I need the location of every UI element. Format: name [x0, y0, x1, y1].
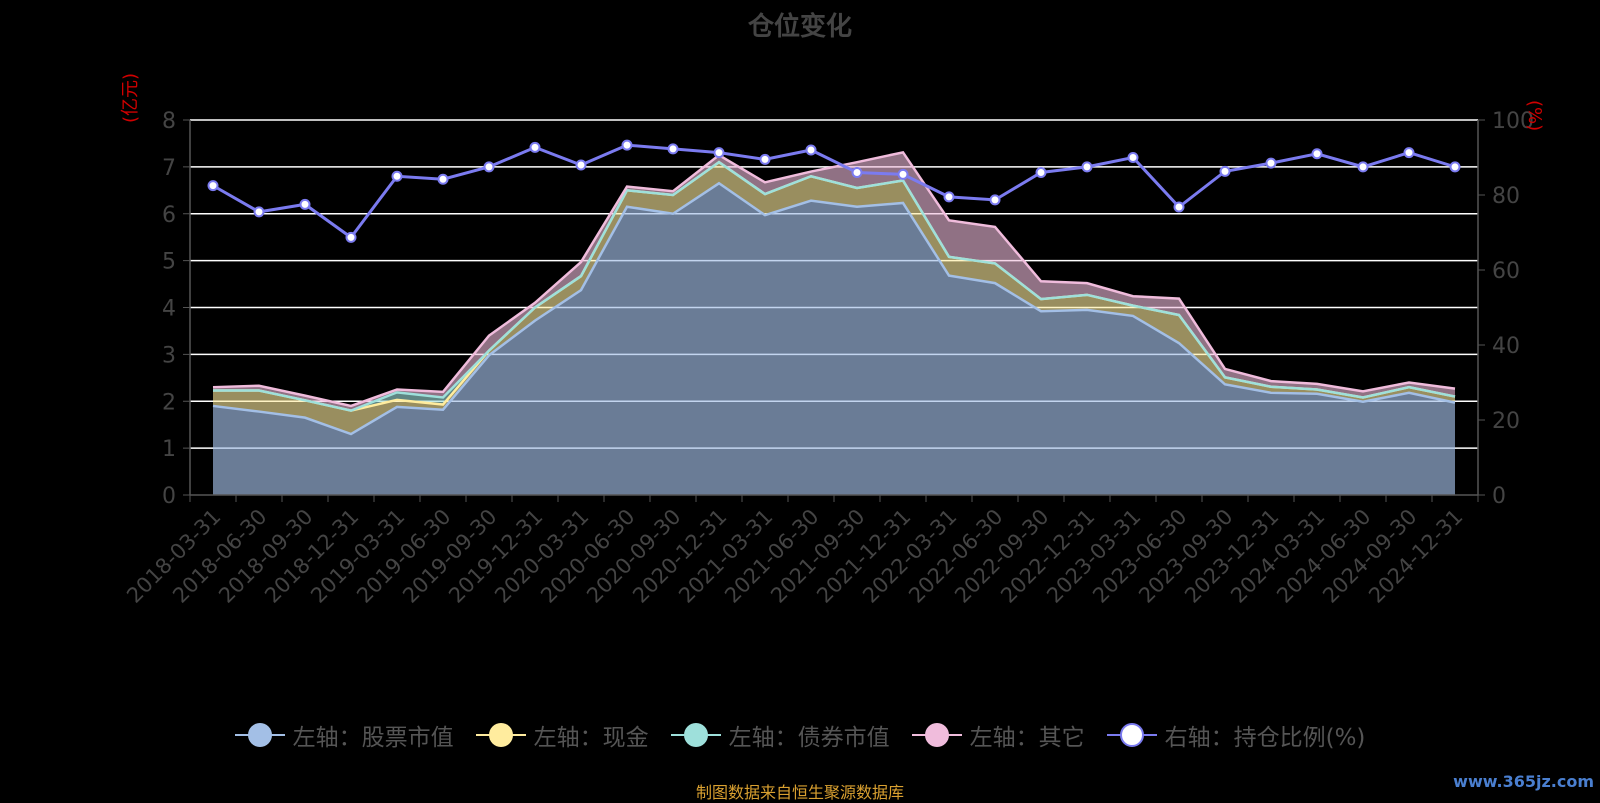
ratio-point [1035, 167, 1047, 178]
y-left-tick-label: 2 [162, 390, 176, 415]
y-right-tick-label: 60 [1492, 259, 1520, 284]
ratio-point [1081, 161, 1093, 173]
y-right-tick-label: 80 [1492, 184, 1520, 209]
ratio-point [299, 198, 311, 210]
ratio-point [667, 143, 679, 155]
legend-label: 左轴：现金 [533, 725, 649, 751]
legend-label: 左轴：债券市值 [728, 725, 890, 751]
data-source-note: 制图数据来自恒生聚源数据库 [695, 783, 904, 802]
y-left-tick-label: 8 [162, 109, 176, 134]
ratio-point [1357, 161, 1369, 173]
ratio-point [529, 141, 541, 153]
ratio-point [759, 153, 771, 165]
y-right-tick-label: 40 [1492, 334, 1520, 359]
legend: 左轴：股票市值 左轴：现金 左轴：债券市值 左轴：其它 右轴：持仓比例(%) [0, 718, 1600, 752]
right-axis-unit: (%) [1524, 100, 1545, 132]
ratio-point [897, 168, 909, 180]
y-left-tick-label: 5 [162, 250, 176, 275]
ratio-point [345, 231, 357, 243]
circle-icon [911, 723, 962, 747]
y-left-tick-label: 3 [162, 343, 176, 368]
circle-icon [670, 723, 721, 747]
y-left-tick-label: 4 [162, 297, 176, 322]
ratio-point [621, 139, 633, 151]
ratio-point [1311, 148, 1323, 160]
legend-label: 右轴：持仓比例(%) [1164, 725, 1366, 751]
legend-item-bond[interactable]: 左轴：债券市值 [670, 718, 890, 752]
watermark: www.365jz.com [1453, 772, 1594, 791]
ratio-point [1173, 201, 1185, 213]
y-right-tick-label: 0 [1492, 484, 1506, 509]
ratio-point [575, 159, 587, 171]
series-line-3 [212, 150, 1456, 408]
ratio-point [1403, 147, 1415, 159]
legend-item-ratio[interactable]: 右轴：持仓比例(%) [1106, 718, 1366, 752]
y-left-tick-label: 6 [162, 203, 176, 228]
ratio-point [253, 206, 265, 218]
y-left-tick-label: 7 [162, 156, 176, 181]
legend-item-cash[interactable]: 左轴：现金 [475, 718, 649, 752]
circle-icon [475, 723, 526, 747]
ratio-point [851, 167, 863, 178]
ratio-point [391, 170, 403, 182]
legend-label: 左轴：其它 [969, 725, 1085, 751]
ratio-point [437, 173, 449, 185]
series-line-2 [213, 160, 1456, 412]
ratio-point [1449, 161, 1461, 173]
area-stock [213, 183, 1455, 495]
circle-icon [234, 723, 285, 747]
ratio-point [1265, 157, 1277, 169]
legend-label: 左轴：股票市值 [292, 725, 454, 751]
ratio-point [989, 194, 1001, 206]
y-right-tick-label: 20 [1492, 409, 1520, 434]
ratio-point [805, 144, 817, 156]
y-right-tick-label: 100 [1492, 109, 1534, 134]
ratio-line [212, 143, 1456, 240]
ratio-point [1219, 165, 1231, 177]
legend-item-stock[interactable]: 左轴：股票市值 [234, 718, 454, 752]
chart-title: 仓位变化 [747, 12, 852, 42]
ratio-point [207, 180, 219, 192]
ratio-point [713, 147, 725, 159]
left-axis-unit: (亿元) [120, 72, 141, 123]
ratio-point [943, 191, 955, 203]
legend-item-other[interactable]: 左轴：其它 [911, 718, 1085, 752]
ratio-point [483, 161, 495, 173]
series-line-0 [212, 181, 1456, 436]
y-left-tick-label: 1 [162, 437, 176, 462]
y-left-tick-label: 0 [162, 484, 176, 509]
hollow-circle-icon [1106, 723, 1157, 747]
ratio-point [1127, 152, 1139, 163]
